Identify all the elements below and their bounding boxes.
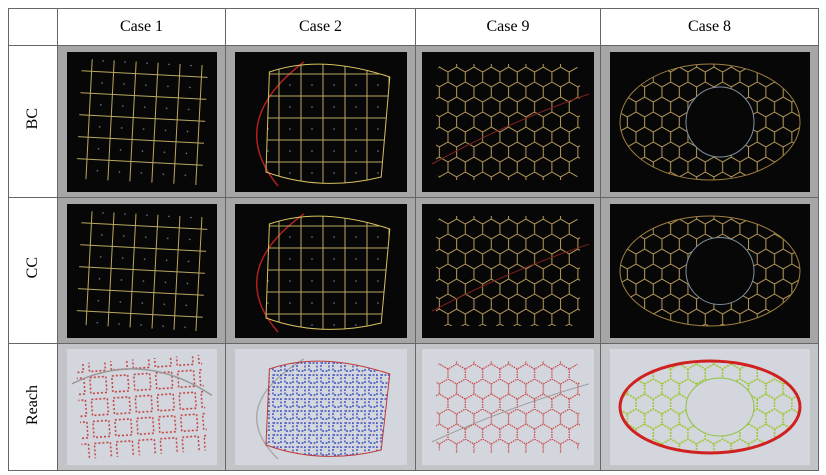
figure-image: [422, 349, 594, 465]
mesh-hole: [685, 86, 754, 157]
row-header: Reach: [8, 343, 58, 471]
trajectory: [71, 368, 212, 397]
table-row: Reach: [8, 343, 819, 471]
image-cell: [225, 45, 416, 198]
figure-table: Case 1 Case 2 Case 9 Case 8 BC CC Reach: [8, 8, 819, 471]
header-row: Case 1 Case 2 Case 9 Case 8: [8, 8, 819, 46]
image-cell: [600, 197, 819, 344]
trajectory: [431, 243, 590, 312]
figure-image: [66, 51, 217, 192]
image-cell: [600, 45, 819, 198]
figure-image: [66, 203, 217, 338]
figure-image: [422, 203, 594, 338]
image-cell: [415, 343, 601, 471]
row-header: BC: [8, 45, 58, 198]
image-cell: [600, 343, 819, 471]
image-cell: [415, 197, 601, 344]
figure-image: [66, 349, 217, 465]
figure-image: [609, 203, 810, 338]
table-row: CC: [8, 197, 819, 344]
figure-image: [234, 349, 407, 465]
mesh: [436, 215, 580, 326]
corner-cell: [8, 8, 58, 46]
figure-image: [422, 51, 594, 192]
image-cell: [225, 197, 416, 344]
mesh: [75, 210, 208, 331]
figure-image: [609, 349, 810, 465]
mesh-hole: [685, 236, 754, 305]
mesh: [264, 360, 390, 457]
trajectory: [431, 93, 590, 164]
mesh: [264, 63, 390, 184]
figure-image: [609, 51, 810, 192]
column-header: Case 2: [225, 8, 416, 46]
mesh-hole: [685, 377, 754, 437]
mesh: [75, 58, 208, 185]
row-header: CC: [8, 197, 58, 344]
column-header: Case 1: [57, 8, 226, 46]
row-label: BC: [24, 108, 41, 130]
row-label: CC: [24, 257, 41, 279]
mesh: [75, 354, 208, 460]
table-row: BC: [8, 45, 819, 198]
image-cell: [415, 45, 601, 198]
image-cell: [57, 343, 226, 471]
figure-image: [234, 51, 407, 192]
image-cell: [57, 197, 226, 344]
trajectory: [431, 383, 590, 443]
figure-image: [234, 203, 407, 338]
row-label: Reach: [24, 384, 41, 425]
mesh: [436, 361, 580, 453]
mesh: [436, 63, 580, 180]
image-cell: [225, 343, 416, 471]
column-header: Case 8: [600, 8, 819, 46]
column-header: Case 9: [415, 8, 601, 46]
mesh: [264, 215, 390, 330]
image-cell: [57, 45, 226, 198]
